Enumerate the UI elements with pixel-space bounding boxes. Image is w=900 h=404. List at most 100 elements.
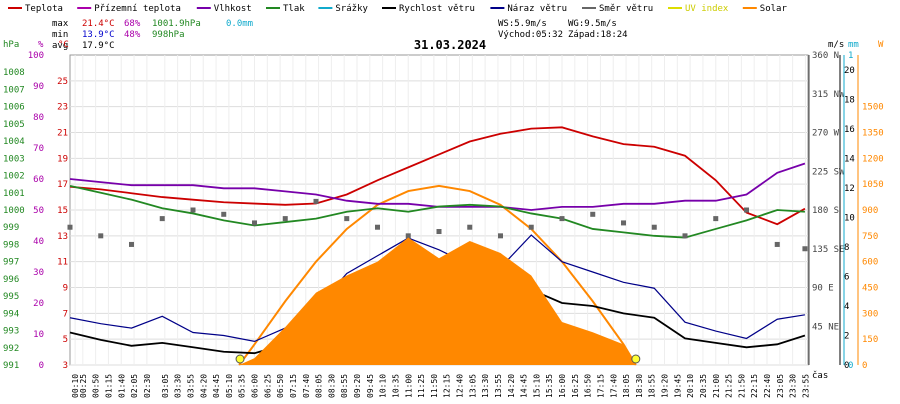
temperature-tick-8: 19 [57, 154, 68, 164]
pressure-tick-0: 991 [3, 361, 19, 371]
legend-label-9: Solar [760, 4, 788, 14]
rain-unit: mm [848, 40, 859, 50]
wind-tick-9: 18 [844, 95, 855, 105]
x-tick-7: 03:05 [161, 374, 170, 398]
temperature-tick-0: 3 [63, 361, 68, 371]
legend-label-2: Vlhkost [214, 4, 252, 14]
stat-max-hum: 68% [124, 19, 141, 29]
x-tick-6: 02:30 [143, 374, 152, 398]
x-tick-29: 12:15 [443, 374, 452, 398]
x-tick-14: 06:00 [251, 374, 260, 398]
humidity-tick-5: 50 [33, 206, 44, 216]
x-tick-4: 01:40 [117, 374, 126, 398]
rain-tick-1: 1 [848, 51, 853, 61]
direction-tick-7: 360 N [812, 51, 839, 61]
pressure-tick-11: 1002 [3, 172, 25, 182]
x-tick-33: 13:55 [494, 374, 503, 398]
wind-tick-1: 2 [844, 331, 849, 341]
x-tick-18: 07:40 [302, 374, 311, 398]
x-tick-42: 17:40 [609, 374, 618, 398]
wind-tick-7: 14 [844, 154, 855, 164]
rain-tick-0: 0 [848, 361, 853, 371]
legend-label-6: Náraz větru [507, 4, 567, 14]
pressure-tick-8: 999 [3, 223, 19, 233]
x-tick-5: 02:05 [130, 374, 139, 398]
stat-max-temp: 21.4°C [82, 19, 115, 29]
legend-label-1: Přízemní teplota [94, 4, 181, 14]
temperature-tick-6: 15 [57, 206, 68, 216]
x-tick-44: 18:30 [635, 374, 644, 398]
x-tick-40: 16:50 [584, 374, 593, 398]
x-tick-49: 20:35 [699, 374, 708, 398]
humidity-tick-2: 20 [33, 299, 44, 309]
legend-label-3: Tlak [283, 4, 305, 14]
humidity-tick-4: 40 [33, 237, 44, 247]
x-tick-24: 10:10 [379, 374, 388, 398]
wind-unit: m/s [828, 40, 844, 50]
wind-direction-point-11 [405, 233, 411, 239]
temperature-tick-5: 13 [57, 232, 68, 242]
humidity-tick-1: 10 [33, 330, 44, 340]
temperature-tick-1: 5 [63, 335, 68, 345]
x-tick-19: 08:05 [315, 374, 324, 398]
x-tick-54: 22:40 [763, 374, 772, 398]
legend-label-8: UV index [685, 4, 729, 14]
wind-tick-10: 20 [844, 66, 855, 76]
x-tick-31: 13:05 [468, 374, 477, 398]
wind-direction-point-17 [590, 211, 596, 217]
series-solar-area [239, 237, 636, 365]
wind-direction-point-4 [190, 207, 196, 213]
direction-tick-1: 90 E [812, 284, 834, 294]
wind-tick-4: 8 [844, 243, 849, 253]
pressure-tick-10: 1001 [3, 189, 25, 199]
temperature-tick-2: 7 [63, 309, 68, 319]
pressure-tick-3: 994 [3, 309, 19, 319]
x-tick-25: 10:35 [391, 374, 400, 398]
solar-tick-8: 1200 [862, 154, 884, 164]
x-tick-16: 06:50 [276, 374, 285, 398]
x-tick-55: 23:05 [776, 374, 785, 398]
temperature-tick-3: 9 [63, 284, 68, 294]
wind-direction-point-3 [159, 216, 165, 222]
series-line-4 [69, 234, 806, 343]
direction-tick-3: 180 S [812, 206, 839, 216]
direction-tick-6: 315 NW [812, 90, 845, 100]
x-tick-38: 16:00 [558, 374, 567, 398]
pressure-tick-17: 1008 [3, 68, 25, 78]
stat-wg: WG:9.5m/s [568, 19, 617, 29]
wind-direction-point-5 [221, 211, 227, 217]
pressure-tick-5: 996 [3, 275, 19, 285]
wind-direction-point-0 [67, 224, 73, 230]
solar-tick-10: 1500 [862, 103, 884, 113]
humidity-tick-6: 60 [33, 175, 44, 185]
wind-direction-point-16 [559, 216, 565, 222]
axes: hPa9919929939949959969979989991000100110… [3, 40, 884, 398]
stat-min-label: min [52, 30, 68, 40]
wind-tick-5: 10 [844, 213, 855, 223]
x-tick-22: 09:20 [353, 374, 362, 398]
x-tick-35: 14:45 [520, 374, 529, 398]
humidity-tick-10: 100 [28, 51, 44, 61]
x-tick-39: 16:25 [571, 374, 580, 398]
x-tick-9: 03:55 [186, 374, 195, 398]
solar-tick-7: 1050 [862, 180, 884, 190]
x-tick-47: 19:45 [673, 374, 682, 398]
stat-min-temp: 13.9°C [82, 30, 115, 40]
wind-direction-point-8 [313, 198, 319, 204]
pressure-tick-4: 995 [3, 292, 19, 302]
stat-avg-temp: 17.9°C [82, 41, 115, 51]
wind-direction-point-19 [651, 224, 657, 230]
stat-min-hum: 48% [124, 30, 141, 40]
x-tick-37: 15:35 [545, 374, 554, 398]
pressure-tick-1: 992 [3, 344, 19, 354]
solar-tick-1: 150 [862, 335, 878, 345]
x-tick-46: 19:20 [661, 374, 670, 398]
x-tick-12: 05:10 [225, 374, 234, 398]
solar-tick-2: 300 [862, 309, 878, 319]
legend-label-5: Rychlost větru [399, 4, 475, 14]
x-tick-36: 15:10 [532, 374, 541, 398]
x-tick-30: 12:40 [456, 374, 465, 398]
x-tick-48: 20:10 [686, 374, 695, 398]
x-tick-15: 06:25 [263, 374, 272, 398]
x-tick-21: 08:55 [340, 374, 349, 398]
